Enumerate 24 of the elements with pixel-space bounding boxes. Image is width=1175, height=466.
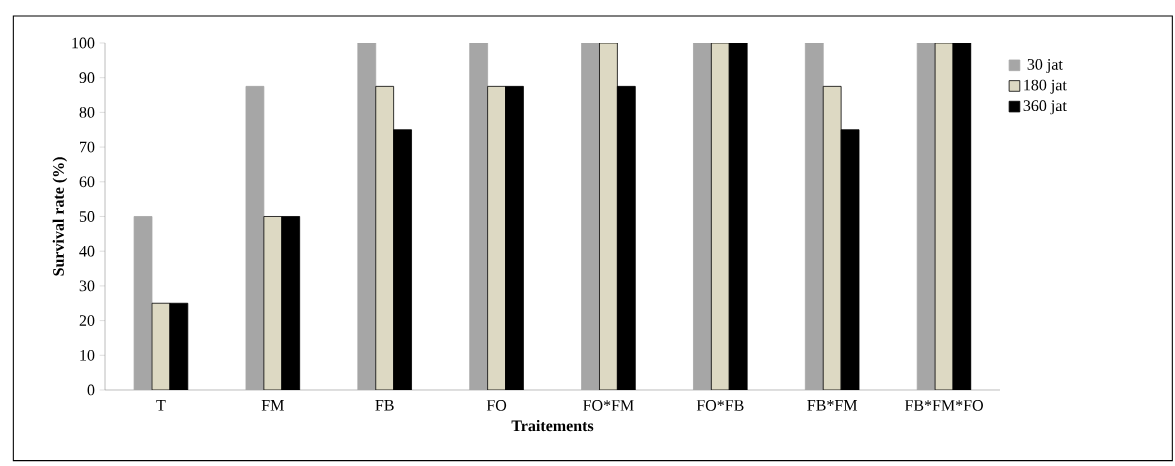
x-tick-label: FM xyxy=(261,400,284,411)
x-tick-label: FO*FB xyxy=(696,400,744,411)
x-tick-label: FB xyxy=(375,400,394,411)
y-tick-label: 20 xyxy=(79,315,95,326)
y-tick-label: 50 xyxy=(79,211,95,222)
x-tick-label: FO xyxy=(486,400,507,411)
x-axis-title: Traitements xyxy=(511,419,594,432)
legend-label: 30 jat xyxy=(1027,58,1063,74)
y-tick-label: 70 xyxy=(80,141,95,153)
legend-label: 180 jat xyxy=(1024,79,1067,94)
y-tick-label: 90 xyxy=(79,72,95,84)
y-tick-label: 100 xyxy=(72,37,95,49)
x-tick-label: FB*FM*FO xyxy=(904,400,983,411)
y-tick-label: 60 xyxy=(79,176,95,188)
legend-label: 360 jat xyxy=(1023,100,1067,115)
y-tick-label: 80 xyxy=(79,106,95,118)
x-tick-label: T xyxy=(156,400,166,411)
y-axis-title: Survival rate (%) xyxy=(52,157,68,276)
x-tick-label: FB*FM xyxy=(807,400,858,411)
y-tick-label: 40 xyxy=(79,245,95,257)
y-tick-label: 0 xyxy=(87,384,95,396)
y-tick-label: 30 xyxy=(79,280,95,292)
y-tick-label: 10 xyxy=(80,349,95,361)
x-tick-label: FO*FM xyxy=(583,400,634,411)
